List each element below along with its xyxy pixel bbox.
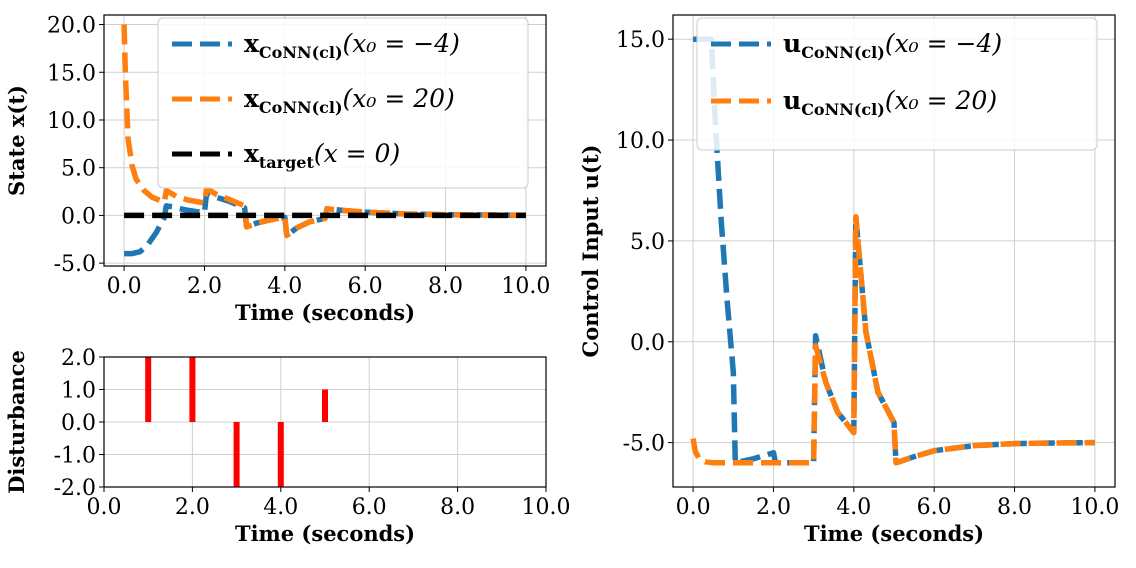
- x-tick-label: 4.0: [263, 495, 298, 520]
- y-axis-label: Control Input u(t): [578, 145, 603, 358]
- x-tick-label: 6.0: [348, 274, 383, 299]
- x-axis-label: Time (seconds): [804, 521, 984, 546]
- x-tick-label: 0.0: [676, 495, 711, 520]
- plot-frame: [103, 14, 547, 267]
- y-tick-label: 10.0: [616, 129, 665, 154]
- x-tick-label: 10.0: [501, 274, 550, 299]
- y-tick-label: 0.0: [61, 204, 96, 229]
- y-tick-label: -2.0: [54, 476, 96, 501]
- y-tick-label: 5.0: [61, 157, 96, 182]
- state-chart: 0.0 2.0 4.0 6.0 8.0 10.0 -5.0 0.0 5.0 10.0 15.0 20.…: [4, 14, 550, 325]
- disturbance-bar: [145, 357, 152, 422]
- x-tick-label: 8.0: [440, 495, 475, 520]
- x-tick-label: 8.0: [428, 274, 463, 299]
- plot-frame: [103, 356, 547, 488]
- y-tick-label: -5.0: [54, 252, 96, 277]
- disturbance-bar: [233, 422, 240, 487]
- x-axis-label: Time (seconds): [235, 300, 415, 325]
- legend-entry: xCoNN(cl)(x₀ = 20): [244, 84, 455, 117]
- x-tick-label: 2.0: [187, 274, 222, 299]
- y-tick-label: 15.0: [47, 61, 96, 86]
- disturbance-chart: 0.0 2.0 4.0 6.0 8.0 10.0 -2.0 -1.0 0.0 1.0 2.0 Time…: [4, 346, 570, 546]
- y-tick-label: 20.0: [47, 14, 96, 39]
- series-line-blue: [693, 36, 1095, 466]
- legend-entry: uCoNN(cl)(x₀ = 20): [783, 86, 997, 119]
- legend-entry: uCoNN(cl)(x₀ = −4): [783, 29, 1002, 62]
- y-tick-label: 10.0: [47, 109, 96, 134]
- series-line-orange: [690, 213, 1095, 466]
- x-tick-label: 0.0: [87, 495, 122, 520]
- legend-entry: xCoNN(cl)(x₀ = −4): [244, 29, 460, 62]
- y-tick-label: 2.0: [61, 346, 96, 371]
- legend-entry: xtarget(x = 0): [244, 139, 400, 172]
- y-tick-label: -5.0: [623, 432, 665, 457]
- y-tick-label: 15.0: [616, 28, 665, 53]
- x-tick-label: 4.0: [836, 495, 871, 520]
- y-axis-label: Disturbance: [4, 350, 29, 494]
- y-tick-label: -1.0: [54, 444, 96, 469]
- plot-frame: [672, 14, 1116, 488]
- legend: [696, 17, 1098, 151]
- y-tick-label: 5.0: [630, 230, 665, 255]
- x-tick-label: 10.0: [522, 495, 571, 520]
- y-axis-label: State x(t): [4, 85, 29, 196]
- x-tick-label: 6.0: [352, 495, 387, 520]
- x-axis-label: Time (seconds): [235, 521, 415, 546]
- x-tick-label: 0.0: [107, 274, 142, 299]
- control-chart: 0.0 2.0 4.0 6.0 8.0 10.0 -5.0 0.0 5.0 10.0 15.0 Tim…: [578, 14, 1119, 546]
- x-tick-label: 8.0: [997, 495, 1032, 520]
- disturbance-bar: [277, 422, 284, 487]
- y-tick-label: 1.0: [61, 379, 96, 404]
- x-tick-label: 6.0: [917, 495, 952, 520]
- legend: [157, 17, 529, 189]
- x-tick-label: 4.0: [267, 274, 302, 299]
- x-tick-label: 2.0: [756, 495, 791, 520]
- disturbance-bar: [189, 357, 196, 422]
- disturbance-bar: [322, 389, 328, 422]
- x-tick-label: 10.0: [1070, 495, 1119, 520]
- y-tick-label: 0.0: [630, 331, 665, 356]
- y-tick-label: 0.0: [61, 411, 96, 436]
- x-tick-label: 2.0: [175, 495, 210, 520]
- series-line-blue: [124, 190, 526, 257]
